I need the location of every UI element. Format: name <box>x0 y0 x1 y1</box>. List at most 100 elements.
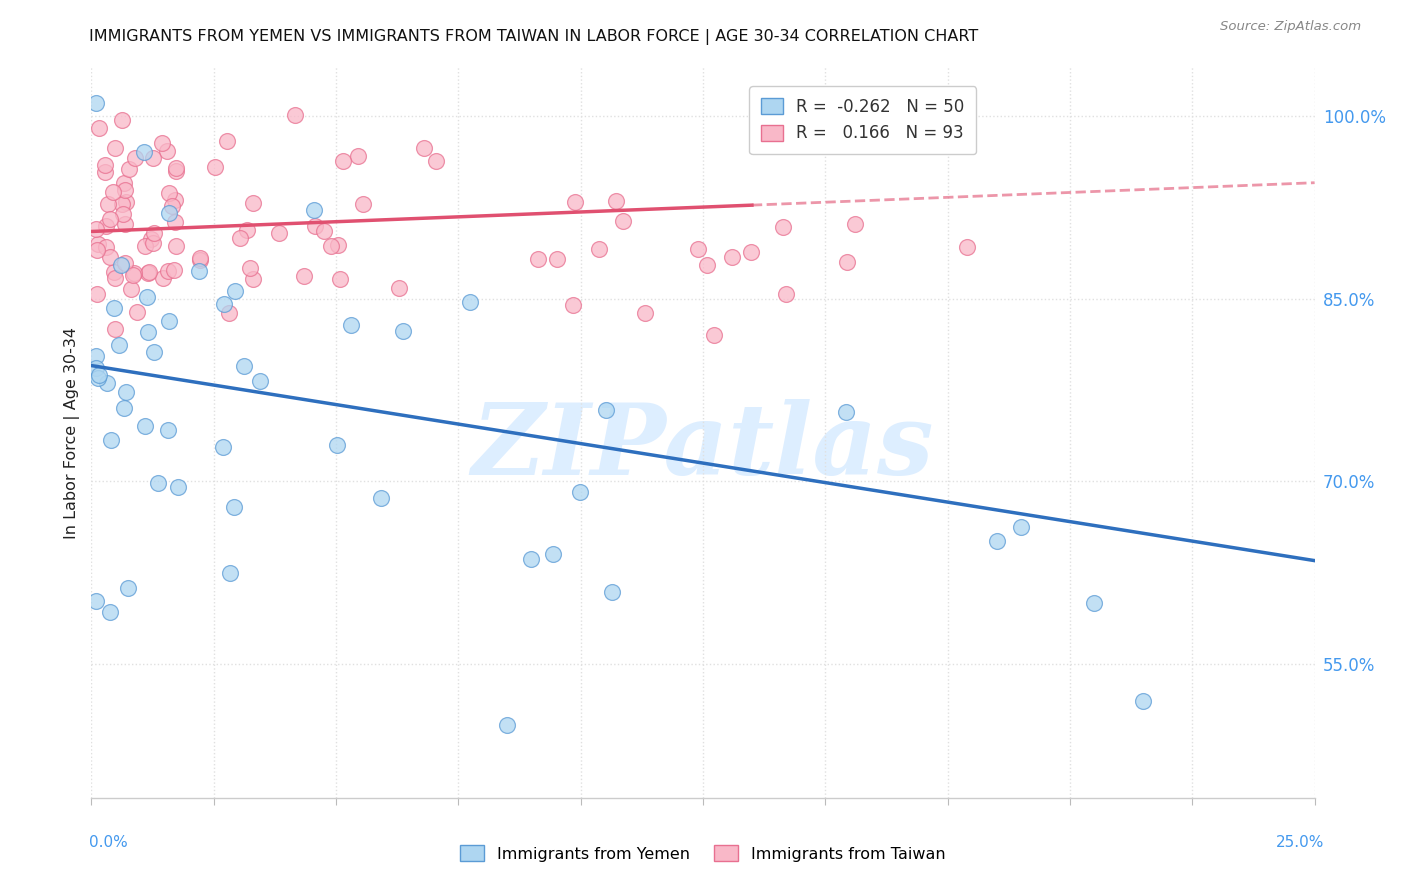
Text: Source: ZipAtlas.com: Source: ZipAtlas.com <box>1220 20 1361 33</box>
Point <box>249 374 271 388</box>
Point <box>163 214 186 228</box>
Point <box>94 165 117 179</box>
Point <box>304 219 326 233</box>
Point <box>117 581 139 595</box>
Point <box>242 272 264 286</box>
Point <box>127 305 149 319</box>
Point <box>98 250 121 264</box>
Point <box>325 437 347 451</box>
Point <box>86 243 108 257</box>
Point <box>84 360 107 375</box>
Legend: Immigrants from Yemen, Immigrants from Taiwan: Immigrants from Yemen, Immigrants from T… <box>454 839 952 868</box>
Point <box>142 235 165 250</box>
Point <box>562 298 585 312</box>
Point <box>775 287 797 301</box>
Point <box>204 161 226 175</box>
Point <box>218 306 240 320</box>
Point <box>425 153 447 168</box>
Point <box>146 475 169 490</box>
Point <box>112 401 135 415</box>
Point <box>108 337 131 351</box>
Point <box>413 141 436 155</box>
Point <box>103 301 125 316</box>
Point <box>163 194 186 208</box>
Point <box>634 306 657 320</box>
Point <box>392 324 415 338</box>
Point <box>835 405 858 419</box>
Point <box>84 594 107 608</box>
Point <box>1083 596 1105 610</box>
Point <box>496 718 519 732</box>
Point <box>156 263 179 277</box>
Point <box>114 217 136 231</box>
Point <box>89 368 111 383</box>
Point <box>986 534 1008 549</box>
Point <box>156 144 179 158</box>
Point <box>104 140 127 154</box>
Point <box>103 271 125 285</box>
Legend: R =  -0.262   N = 50, R =   0.166   N = 93: R = -0.262 N = 50, R = 0.166 N = 93 <box>749 87 976 154</box>
Point <box>132 145 155 160</box>
Point <box>165 161 187 175</box>
Point <box>188 252 211 267</box>
Point <box>222 500 245 514</box>
Point <box>150 136 173 150</box>
Point <box>124 151 146 165</box>
Point <box>703 328 725 343</box>
Point <box>101 185 124 199</box>
Text: 25.0%: 25.0% <box>1277 836 1324 850</box>
Point <box>569 484 592 499</box>
Point <box>104 322 127 336</box>
Point <box>546 252 568 267</box>
Point <box>332 154 354 169</box>
Point <box>135 290 157 304</box>
Point <box>86 96 108 111</box>
Point <box>96 376 118 391</box>
Point <box>111 207 134 221</box>
Point <box>121 268 143 282</box>
Point <box>612 213 634 227</box>
Point <box>94 240 117 254</box>
Point <box>605 194 627 209</box>
Point <box>114 256 136 270</box>
Point <box>588 242 610 256</box>
Point <box>115 384 138 399</box>
Point <box>157 314 180 328</box>
Point <box>1010 520 1032 534</box>
Point <box>134 419 156 434</box>
Point <box>224 284 246 298</box>
Point <box>242 196 264 211</box>
Point <box>319 239 342 253</box>
Point <box>187 263 209 277</box>
Point <box>94 158 117 172</box>
Point <box>115 194 138 209</box>
Point <box>329 271 352 285</box>
Point <box>236 223 259 237</box>
Point <box>312 224 335 238</box>
Point <box>340 318 363 333</box>
Point <box>844 217 866 231</box>
Point <box>740 244 762 259</box>
Point <box>686 242 709 256</box>
Point <box>100 212 122 227</box>
Point <box>188 251 211 265</box>
Point <box>370 491 392 505</box>
Point <box>165 238 187 252</box>
Point <box>564 194 586 209</box>
Point <box>84 222 107 236</box>
Point <box>388 280 411 294</box>
Point <box>353 196 375 211</box>
Point <box>152 270 174 285</box>
Text: 0.0%: 0.0% <box>89 836 128 850</box>
Point <box>111 197 134 211</box>
Point <box>100 434 122 448</box>
Point <box>134 239 156 253</box>
Point <box>97 196 120 211</box>
Point <box>233 359 256 373</box>
Point <box>141 232 163 246</box>
Point <box>122 266 145 280</box>
Point <box>86 371 108 385</box>
Point <box>160 199 183 213</box>
Point <box>527 252 550 266</box>
Point <box>543 547 565 561</box>
